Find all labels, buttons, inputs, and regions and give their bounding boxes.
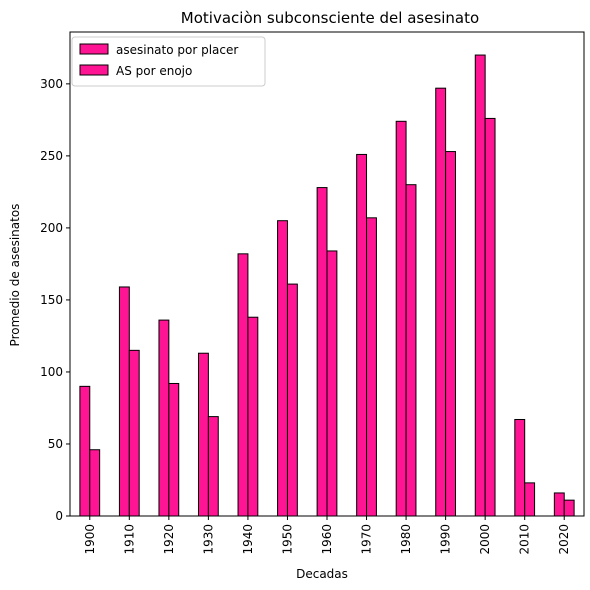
bar-placer-1930 [199, 353, 209, 516]
bar-enojo-1970 [367, 218, 377, 516]
bar-placer-1910 [119, 287, 129, 516]
x-tick-label-2020: 2020 [557, 524, 571, 555]
bar-placer-1920 [159, 320, 169, 516]
y-tick-label-0: 0 [55, 509, 63, 523]
bar-enojo-1990 [446, 152, 456, 516]
bar-placer-1900 [80, 386, 90, 516]
x-tick-label-1950: 1950 [280, 524, 294, 555]
bar-placer-1960 [317, 188, 327, 516]
bar-enojo-1940 [248, 317, 258, 516]
bar-placer-2010 [515, 419, 525, 516]
x-tick-label-1920: 1920 [162, 524, 176, 555]
y-tick-label-300: 300 [40, 77, 63, 91]
bar-enojo-1960 [327, 251, 337, 516]
legend-label-placer: asesinato por placer [116, 43, 238, 57]
bar-placer-1990 [436, 88, 446, 516]
chart-title: Motivaciòn subconsciente del asesinato [181, 9, 479, 27]
bar-placer-1950 [278, 221, 288, 516]
bar-enojo-2000 [485, 118, 495, 516]
bar-enojo-1910 [129, 350, 139, 516]
legend-label-enojo: AS por enojo [116, 64, 192, 78]
y-tick-label-200: 200 [40, 221, 63, 235]
bar-enojo-1950 [287, 284, 297, 516]
bar-placer-2020 [554, 493, 564, 516]
x-axis-label: Decadas [296, 567, 348, 581]
legend-swatch-enojo [80, 65, 108, 75]
x-tick-label-2000: 2000 [478, 524, 492, 555]
bars-group [80, 55, 574, 516]
x-tick-label-2010: 2010 [518, 524, 532, 555]
bar-placer-1980 [396, 121, 406, 516]
y-tick-label-50: 50 [48, 437, 63, 451]
bar-enojo-1900 [90, 450, 100, 516]
y-tick-label-100: 100 [40, 365, 63, 379]
x-tick-label-1970: 1970 [360, 524, 374, 555]
bar-enojo-2010 [525, 483, 535, 516]
bar-placer-1940 [238, 254, 248, 516]
legend: asesinato por placer AS por enojo [72, 37, 265, 86]
y-tick-label-150: 150 [40, 293, 63, 307]
bar-enojo-1930 [208, 417, 218, 516]
bar-enojo-1980 [406, 185, 416, 516]
y-tick-label-250: 250 [40, 149, 63, 163]
legend-swatch-placer [80, 44, 108, 54]
y-axis-label: Promedio de asesinatos [8, 204, 22, 347]
bar-enojo-1920 [169, 383, 179, 516]
x-tick-label-1910: 1910 [122, 524, 136, 555]
bar-enojo-2020 [564, 500, 574, 516]
x-tick-label-1990: 1990 [439, 524, 453, 555]
x-tick-label-1900: 1900 [83, 524, 97, 555]
x-tick-label-1930: 1930 [201, 524, 215, 555]
bar-placer-2000 [475, 55, 485, 516]
x-tick-label-1940: 1940 [241, 524, 255, 555]
bar-placer-1970 [357, 154, 367, 516]
x-tick-label-1960: 1960 [320, 524, 334, 555]
x-tick-label-1980: 1980 [399, 524, 413, 555]
